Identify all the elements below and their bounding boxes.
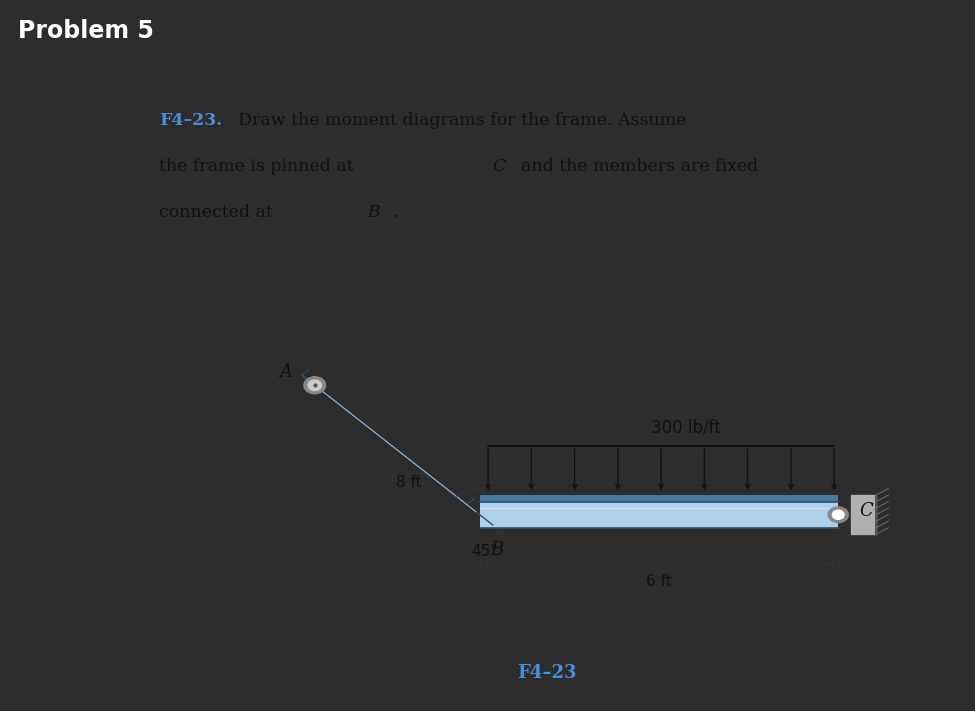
Text: F4–23.: F4–23. <box>159 112 222 129</box>
Text: C: C <box>492 159 506 176</box>
Circle shape <box>308 380 322 390</box>
Polygon shape <box>309 370 500 520</box>
Text: 45°: 45° <box>472 544 498 559</box>
Text: C: C <box>859 503 873 520</box>
Circle shape <box>833 510 844 519</box>
Text: B: B <box>368 204 380 221</box>
Text: and the members are fixed: and the members are fixed <box>522 159 759 176</box>
Polygon shape <box>302 375 492 525</box>
Text: the frame is pinned at: the frame is pinned at <box>159 159 354 176</box>
Text: 8 ft: 8 ft <box>396 475 422 490</box>
Text: 6 ft: 6 ft <box>646 574 672 589</box>
Text: Problem 5: Problem 5 <box>18 19 153 43</box>
Text: B: B <box>489 541 503 559</box>
Circle shape <box>828 507 848 523</box>
Text: 300 lb/ft: 300 lb/ft <box>651 418 721 437</box>
Text: .: . <box>392 204 398 221</box>
Text: connected at: connected at <box>159 204 273 221</box>
Text: F4–23: F4–23 <box>517 663 576 682</box>
Polygon shape <box>480 502 838 528</box>
Polygon shape <box>480 495 838 521</box>
Text: Draw the moment diagrams for the frame. Assume: Draw the moment diagrams for the frame. … <box>238 112 686 129</box>
Circle shape <box>304 377 326 394</box>
Polygon shape <box>851 495 876 535</box>
Text: A: A <box>279 363 292 381</box>
